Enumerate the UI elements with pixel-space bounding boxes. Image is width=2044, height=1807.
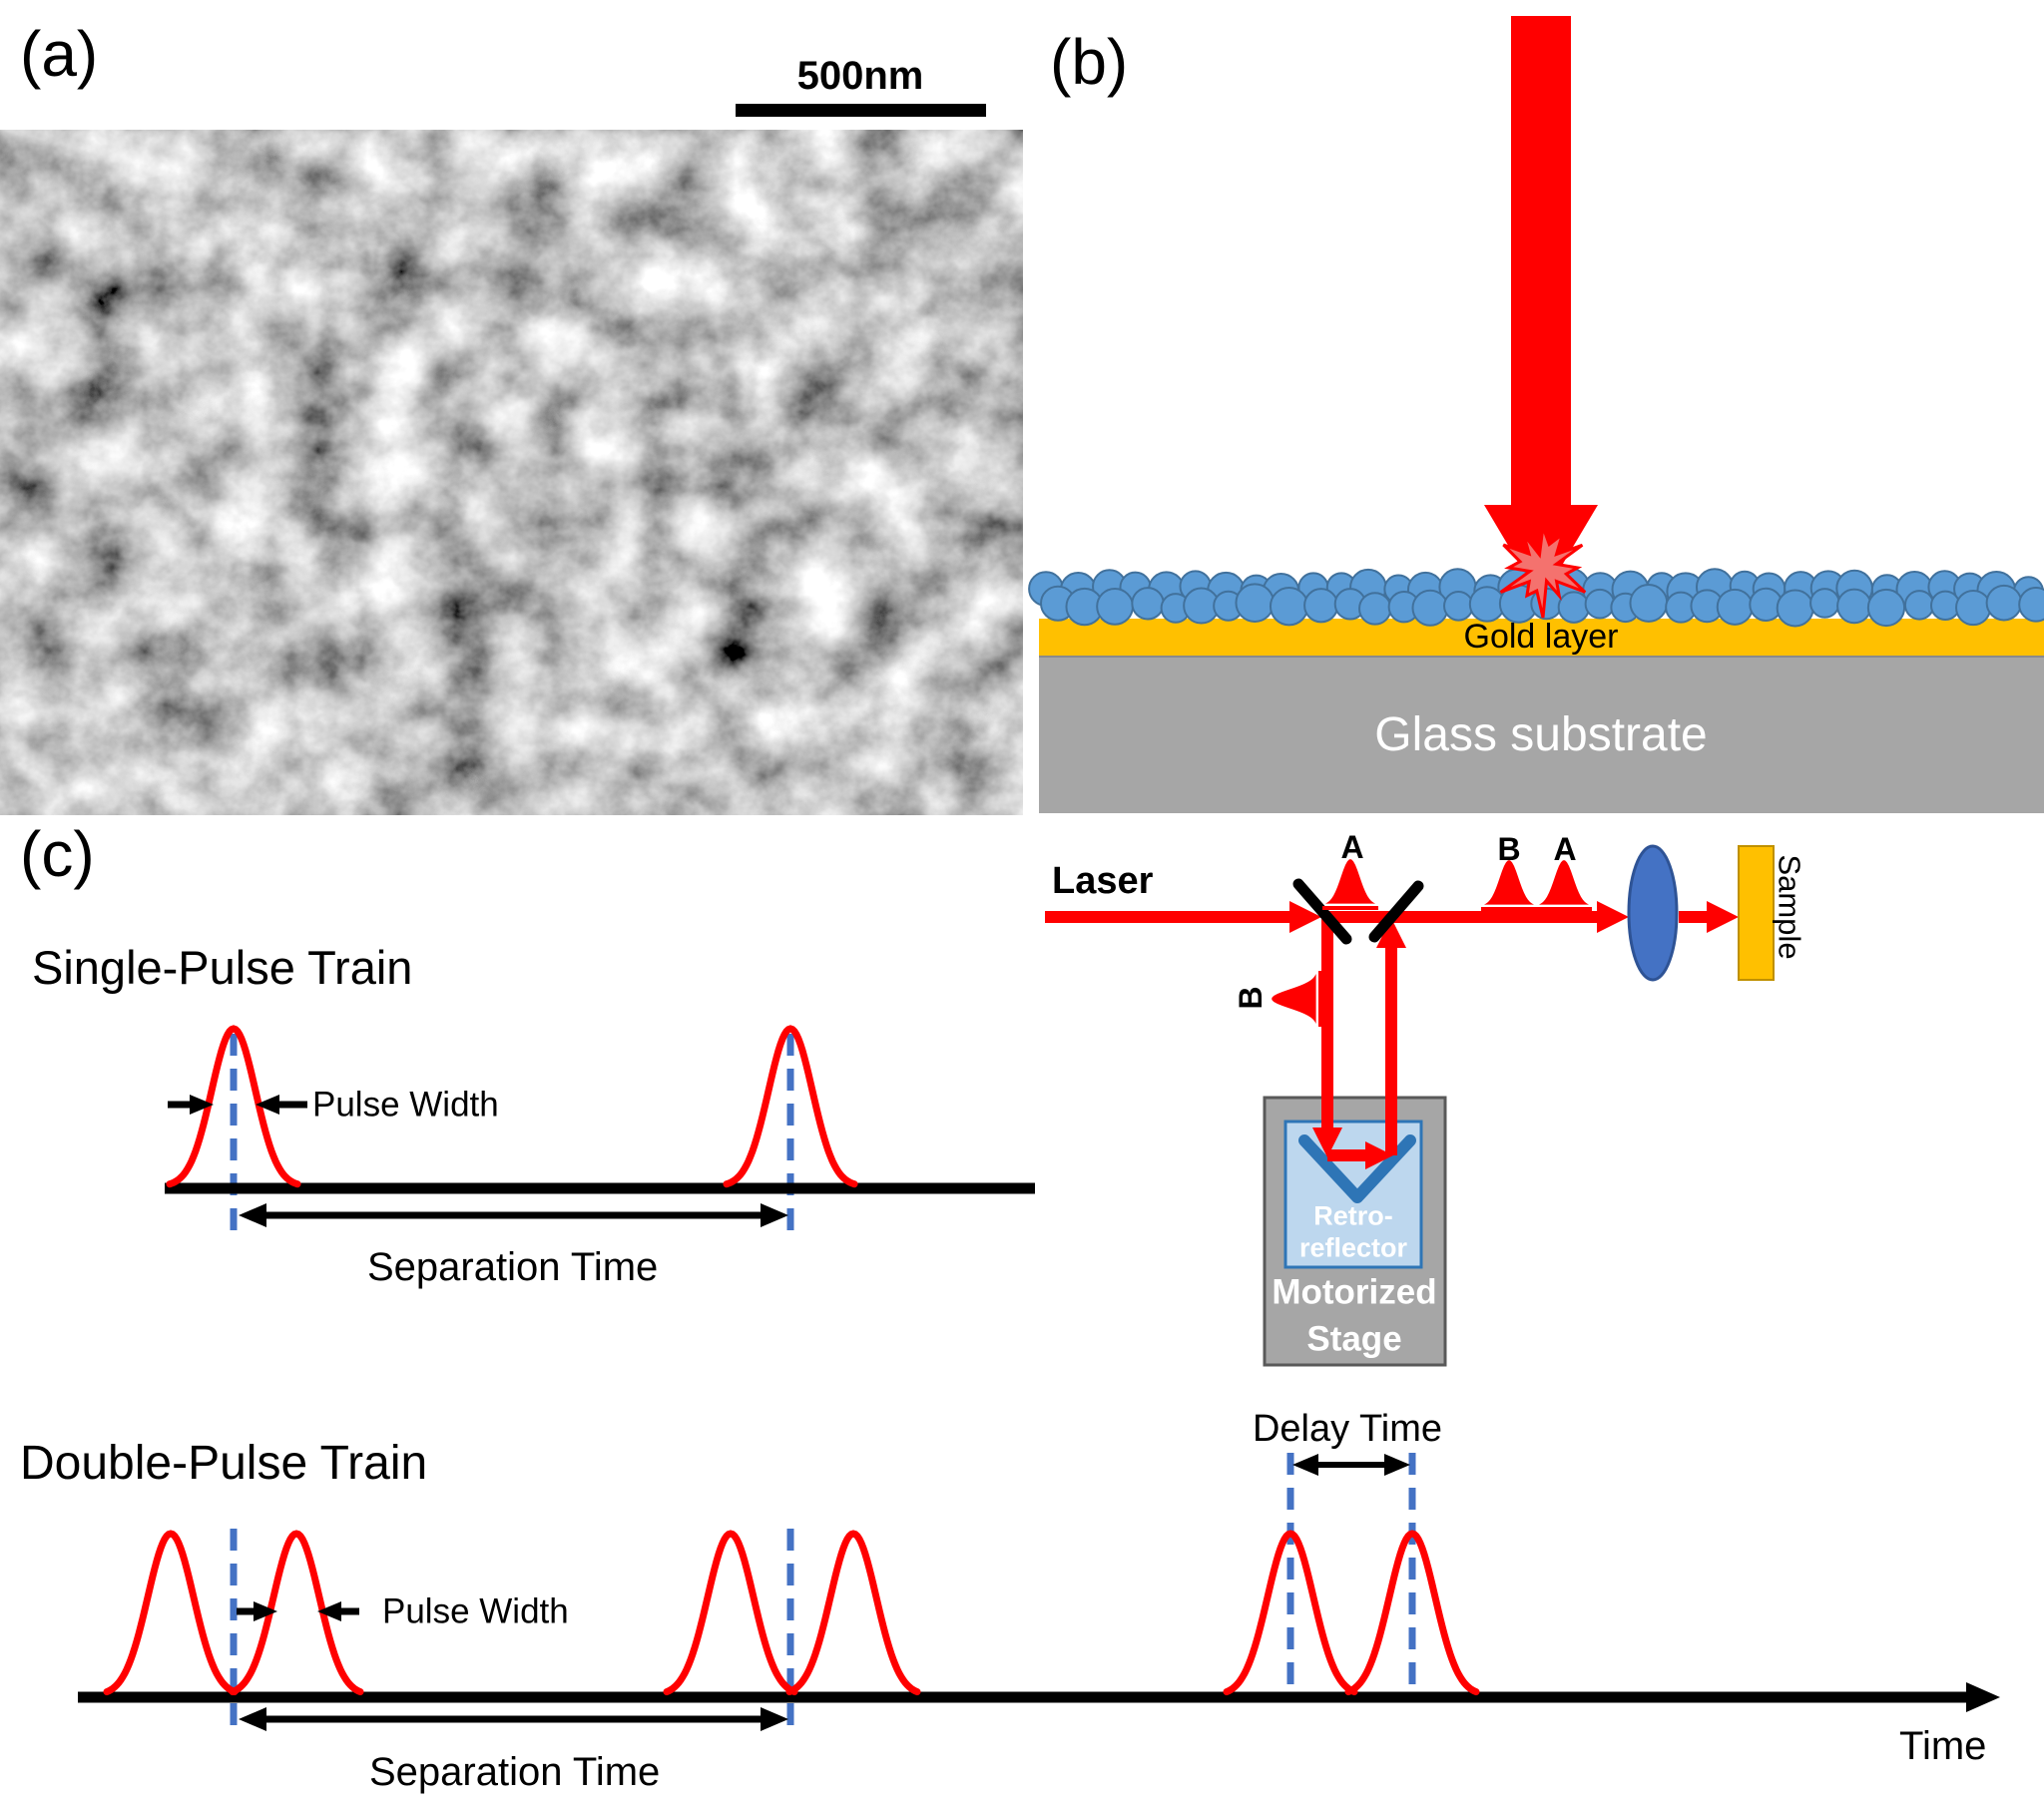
laser-pulse-curve: [785, 1530, 921, 1696]
pulse-b-outer-label: B: [1497, 831, 1521, 867]
nanoparticle: [1629, 584, 1669, 623]
separation-single-head: [239, 1203, 266, 1227]
nanoparticle: [1836, 588, 1872, 625]
nanoparticle: [1269, 586, 1309, 627]
nanoparticle: [1584, 588, 1616, 620]
scale-bar-label: 500nm: [796, 54, 924, 98]
pw-double-left-head: [254, 1601, 277, 1621]
nanoparticle: [1903, 590, 1935, 621]
beamsplitter-2: [1368, 880, 1424, 943]
nanoparticle: [1411, 589, 1449, 627]
delay-arm-up-head: [1376, 918, 1406, 948]
laser-pulse-curve: [663, 1530, 798, 1696]
gold-layer-label: Gold layer: [1463, 618, 1619, 656]
time-axis-label: Time: [1899, 1724, 1987, 1768]
separation-single-head: [761, 1203, 788, 1227]
sample-target: [1738, 845, 1775, 981]
laser-pulse-curve: [166, 1025, 301, 1188]
double-pulse-train-title: Double-Pulse Train: [20, 1437, 428, 1490]
nanoparticle: [1866, 588, 1906, 628]
laser-pulse-glyph: [1325, 859, 1375, 904]
laser-beam-2-head: [1597, 901, 1629, 933]
motorized-stage-label-line1: Motorized: [1272, 1272, 1437, 1312]
delay-arrow-head: [1384, 1454, 1410, 1476]
nanoparticle: [1443, 590, 1474, 622]
laser-label: Laser: [1052, 860, 1154, 902]
focusing-lens: [1627, 844, 1679, 982]
pulse-a-inner-label: A: [1340, 829, 1364, 865]
pulse-width-single-label: Pulse Width: [312, 1085, 499, 1125]
beamsplitter-1: [1292, 878, 1352, 945]
laser-pulse-curve: [1344, 1530, 1480, 1696]
laser-pulse-curve: [1223, 1530, 1358, 1696]
retroreflector-label-line1: Retro-: [1313, 1200, 1393, 1231]
laser-pulse-curve: [103, 1530, 239, 1696]
nanoparticle: [1358, 592, 1392, 626]
pw-single-left-head: [190, 1095, 214, 1115]
delay-arm-down-tip-head: [1312, 1128, 1342, 1157]
laser-pulse-glyph: [1272, 974, 1316, 1024]
panel-c-label: (c): [20, 818, 95, 890]
nanoparticle: [1809, 588, 1840, 619]
delay-arm-across-tip-head: [1365, 1141, 1393, 1169]
retroreflector-label-line2: reflector: [1298, 1232, 1408, 1263]
nanoparticle: [2018, 587, 2044, 623]
separation-double-head: [761, 1707, 788, 1731]
laser-pulse-curve: [723, 1025, 858, 1188]
laser-pulse-glyph: [1484, 860, 1534, 905]
sample-label: Sample: [1772, 854, 1807, 960]
separation-time-double-label: Separation Time: [369, 1750, 661, 1794]
nanoparticle: [1985, 584, 2023, 622]
delay-arrow-head: [1292, 1454, 1318, 1476]
separation-double-head: [239, 1707, 266, 1731]
nanoparticle: [1955, 589, 1992, 627]
laser-pulse-curve: [229, 1530, 364, 1696]
single-pulse-train-title: Single-Pulse Train: [32, 941, 413, 994]
glass-substrate-label: Glass substrate: [1374, 708, 1708, 761]
laser-pulse-glyph: [1539, 860, 1589, 905]
nanoparticle: [1776, 589, 1814, 628]
separation-time-single-label: Separation Time: [367, 1245, 659, 1289]
panel-b-label: (b): [1050, 26, 1129, 98]
laser-beam-1-head: [1289, 901, 1321, 933]
ablation-burst: [1499, 526, 1587, 619]
nanoparticle: [1716, 588, 1754, 626]
laser-beam-3-head: [1707, 901, 1739, 933]
nanoparticle: [1131, 587, 1165, 621]
sem-texture: [0, 130, 1023, 815]
nanoparticle: [1303, 588, 1339, 624]
retroreflector-mirror: [1298, 1134, 1416, 1203]
gold-layer: [1039, 619, 2044, 656]
pulse-b-delayed-label: B: [1233, 986, 1269, 1010]
nanoparticle: [1235, 583, 1276, 623]
incident-beam-shaft: [1511, 16, 1571, 507]
time-axis-head: [1966, 1682, 2000, 1712]
pw-single-right-head: [256, 1095, 279, 1115]
nanoparticle: [1929, 590, 1961, 622]
pw-double-right-head: [317, 1601, 341, 1621]
delay-time-label: Delay Time: [1252, 1408, 1443, 1450]
glass-substrate: [1039, 656, 2044, 813]
pulse-width-double-label: Pulse Width: [382, 1591, 569, 1631]
scale-bar: [736, 104, 986, 117]
panel-a-label: (a): [20, 18, 99, 90]
sem-micrograph: [0, 130, 1023, 815]
motorized-stage-label-line2: Stage: [1306, 1319, 1402, 1359]
pulse-a-outer-label: A: [1553, 831, 1577, 867]
nanoparticle: [1096, 587, 1134, 626]
